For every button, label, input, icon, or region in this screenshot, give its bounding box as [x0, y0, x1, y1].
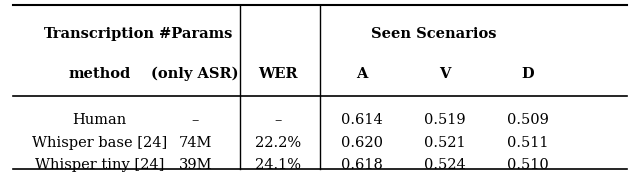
- Text: 0.519: 0.519: [424, 113, 466, 127]
- Text: V: V: [439, 67, 451, 81]
- Text: 24.1%: 24.1%: [255, 158, 301, 172]
- Text: method: method: [68, 67, 131, 81]
- Text: –: –: [191, 113, 199, 127]
- Text: –: –: [275, 113, 282, 127]
- Text: Seen Scenarios: Seen Scenarios: [371, 27, 497, 41]
- Text: WER: WER: [259, 67, 298, 81]
- Text: 39M: 39M: [179, 158, 212, 172]
- Text: Whisper tiny [24]: Whisper tiny [24]: [35, 158, 164, 172]
- Text: 0.511: 0.511: [508, 136, 548, 150]
- Text: Whisper base [24]: Whisper base [24]: [31, 136, 167, 150]
- Text: D: D: [522, 67, 534, 81]
- Text: A: A: [356, 67, 367, 81]
- Text: 0.510: 0.510: [507, 158, 549, 172]
- Text: 0.524: 0.524: [424, 158, 466, 172]
- Text: Transcription: Transcription: [44, 27, 155, 41]
- Text: 0.618: 0.618: [340, 158, 383, 172]
- Text: 74M: 74M: [179, 136, 212, 150]
- Text: 0.620: 0.620: [340, 136, 383, 150]
- Text: 0.521: 0.521: [424, 136, 466, 150]
- Text: 0.614: 0.614: [340, 113, 383, 127]
- Text: 0.509: 0.509: [507, 113, 549, 127]
- Text: (only ASR): (only ASR): [152, 67, 239, 81]
- Text: Human: Human: [72, 113, 126, 127]
- Text: #Params: #Params: [159, 27, 232, 41]
- Text: 22.2%: 22.2%: [255, 136, 301, 150]
